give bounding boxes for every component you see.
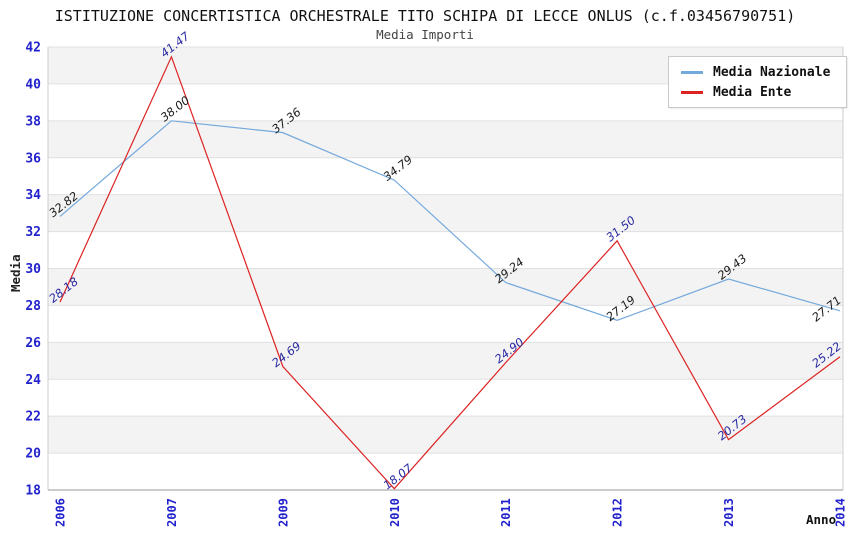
x-tick-label: 2007: [165, 498, 179, 527]
y-tick-label: 34: [25, 188, 41, 203]
grid-band: [48, 342, 843, 380]
x-tick-label: 2011: [499, 498, 513, 527]
data-label-media-ente: 18.07: [381, 460, 416, 492]
y-tick-label: 28: [25, 299, 41, 314]
y-tick-label: 36: [25, 151, 41, 166]
chart-subtitle: Media Importi: [376, 27, 474, 42]
y-tick-label: 32: [25, 225, 41, 240]
grid-band: [48, 268, 843, 306]
media-nazionale-line-swatch: [681, 70, 703, 74]
grid-band: [48, 120, 843, 158]
x-tick-label: 2006: [54, 498, 68, 527]
x-tick-label: 2010: [388, 498, 402, 527]
y-tick-label: 40: [25, 77, 41, 92]
y-axis-title: Media: [8, 254, 23, 292]
y-tick-label: 18: [25, 484, 41, 499]
legend-item-media-ente: Media Ente: [681, 82, 846, 102]
y-tick-label: 24: [25, 373, 41, 388]
media-ente-line-swatch: [681, 90, 703, 94]
grid-band: [48, 416, 843, 454]
legend-item-media-nazionale: Media Nazionale: [681, 62, 846, 82]
series-line-media-ente: [59, 55, 841, 490]
series-line-media-nazionale: [59, 120, 841, 322]
y-tick-label: 22: [25, 410, 41, 425]
y-tick-label: 20: [25, 447, 41, 462]
x-tick-label: 2012: [611, 498, 625, 527]
legend-label-media-ente: Media Ente: [713, 84, 792, 100]
grid-band: [48, 194, 843, 232]
legend: Media Nazionale Media Ente: [668, 56, 847, 108]
y-tick-label: 30: [25, 262, 41, 277]
data-label-media-nazionale: 38.00: [158, 93, 193, 124]
y-tick-label: 38: [25, 114, 41, 129]
x-tick-label: 2009: [276, 498, 290, 527]
x-tick-label: 2013: [722, 498, 736, 527]
y-tick-label: 42: [25, 41, 41, 56]
chart-title: ISTITUZIONE CONCERTISTICA ORCHESTRALE TI…: [54, 7, 796, 25]
legend-label-media-nazionale: Media Nazionale: [713, 64, 831, 80]
x-axis-title: Anno: [806, 512, 837, 527]
y-tick-label: 26: [25, 336, 41, 351]
x-tick-label: 2014: [834, 498, 848, 527]
